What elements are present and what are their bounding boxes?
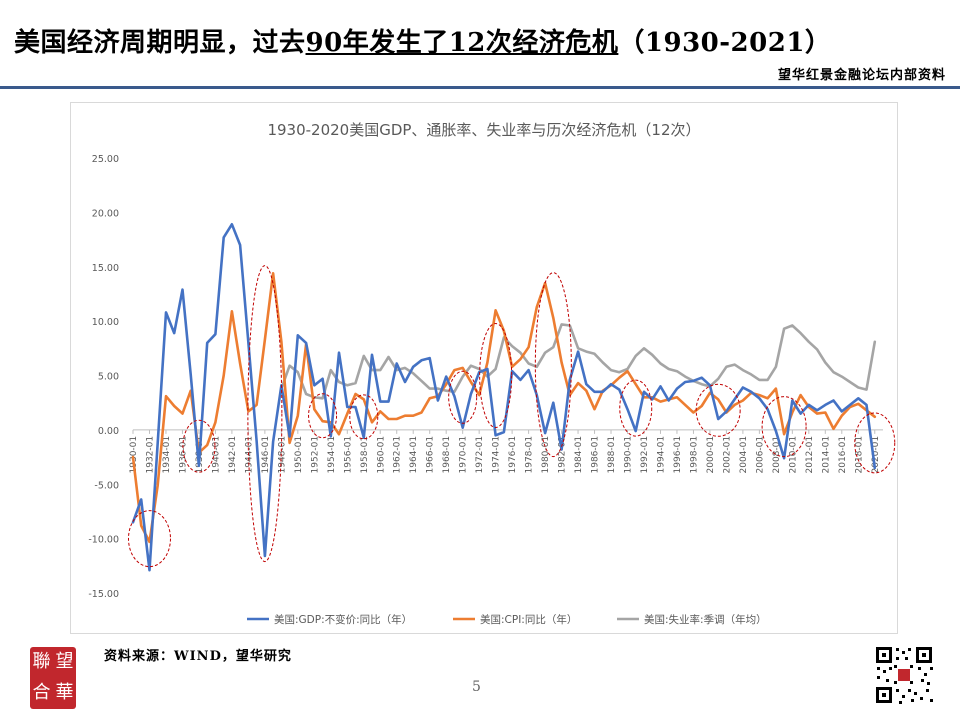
- crisis-highlight-ellipse: [127, 510, 171, 568]
- x-tick-label: 1990-01: [624, 436, 634, 474]
- y-tick-label: 5.00: [98, 372, 119, 383]
- x-tick-label: 1982-01: [558, 436, 568, 474]
- x-tick-label: 1946-01: [261, 436, 271, 474]
- x-tick-label: 2006-01: [755, 436, 765, 474]
- x-tick-label: 1958-01: [360, 436, 370, 474]
- x-tick-label: 1970-01: [459, 436, 469, 474]
- x-tick-label: 1960-01: [376, 436, 386, 474]
- crisis-highlight-ellipse: [349, 394, 379, 440]
- title-rule: [0, 86, 960, 89]
- logo-char: 華: [55, 682, 74, 703]
- x-tick-label: 1980-01: [541, 436, 551, 474]
- x-tick-label: 1968-01: [442, 436, 452, 474]
- x-tick-label: 1948-01: [277, 436, 287, 474]
- y-tick-label: -5.00: [94, 480, 119, 491]
- x-tick-label: 2010-01: [788, 436, 798, 474]
- page-number: 5: [472, 679, 481, 695]
- x-tick-label: 2008-01: [772, 436, 782, 474]
- x-tick-label: 1986-01: [591, 436, 601, 474]
- x-tick-label: 1994-01: [656, 436, 666, 474]
- x-tick-label: 1932-01: [145, 436, 155, 474]
- legend-label-unemployment: 美国:失业率:季调（年均）: [644, 613, 767, 626]
- x-tick-label: 1978-01: [525, 436, 535, 474]
- legend-label-cpi: 美国:CPI:同比（年）: [480, 613, 577, 626]
- x-tick-label: 1998-01: [689, 436, 699, 474]
- slide-title: 美国经济周期明显，过去90年发生了12次经济危机（1930-2021）: [14, 22, 831, 59]
- qr-code-icon: [874, 645, 934, 705]
- x-tick-label: 1940-01: [211, 436, 221, 474]
- y-tick-label: 25.00: [92, 154, 119, 165]
- x-tick-label: 1954-01: [327, 436, 337, 474]
- crisis-highlight-ellipse: [534, 272, 572, 458]
- x-tick-label: 2000-01: [706, 436, 716, 474]
- x-tick-label: 1984-01: [574, 436, 584, 474]
- x-tick-label: 2012-01: [805, 436, 815, 474]
- source-note: 资料来源：WIND，望华研究: [104, 649, 292, 664]
- x-tick-label: 1956-01: [343, 436, 353, 474]
- x-tick-label: 2016-01: [838, 436, 848, 474]
- x-tick-label: 1952-01: [310, 436, 320, 474]
- x-tick-label: 1992-01: [640, 436, 650, 474]
- x-tick-label: 2020-01: [871, 436, 881, 474]
- x-tick-label: 1996-01: [673, 436, 683, 474]
- series-line-cpi: [131, 272, 877, 544]
- x-tick-label: 1974-01: [492, 436, 502, 474]
- y-tick-label: -15.00: [88, 589, 119, 600]
- y-tick-label: 10.00: [92, 317, 119, 328]
- crisis-highlight-ellipse: [247, 265, 283, 563]
- x-tick-label: 1936-01: [178, 436, 188, 474]
- x-tick-label: 1930-01: [129, 436, 139, 474]
- x-tick-label: 1964-01: [409, 436, 419, 474]
- x-tick-label: 1966-01: [426, 436, 436, 474]
- x-tick-label: 2002-01: [722, 436, 732, 474]
- x-tick-label: 1976-01: [508, 436, 518, 474]
- x-tick-label: 1962-01: [393, 436, 403, 474]
- y-tick-label: 0.00: [98, 426, 119, 437]
- title-part-1: 美国经济周期明显，过去: [14, 28, 306, 58]
- logo-char: 合: [32, 682, 51, 703]
- series-line-unemployment: [280, 323, 877, 400]
- crisis-highlight-ellipse: [695, 383, 741, 437]
- crisis-highlight-ellipse: [854, 412, 896, 474]
- x-tick-label: 1950-01: [294, 436, 304, 474]
- x-tick-label: 1934-01: [162, 436, 172, 474]
- crisis-highlight-ellipse: [761, 396, 807, 458]
- x-tick-label: 2014-01: [821, 436, 831, 474]
- crisis-highlight-ellipse: [182, 419, 216, 473]
- y-tick-label: -10.00: [88, 535, 119, 546]
- logo-char: 望: [55, 651, 74, 672]
- x-tick-label: 1944-01: [244, 436, 254, 474]
- y-tick-label: 20.00: [92, 208, 119, 219]
- x-tick-label: 2018-01: [854, 436, 864, 474]
- legend-label-gdp: 美国:GDP:不变价:同比（年）: [274, 613, 412, 626]
- title-part-2: 90年发生了12次经济危机: [305, 28, 619, 58]
- chart-svg: 1930-2020美国GDP、通胀率、失业率与历次经济危机（12次） 25.00…: [88, 121, 896, 626]
- crisis-highlight-ellipse: [308, 393, 338, 439]
- crisis-highlight-ellipse: [619, 379, 653, 437]
- x-tick-label: 2004-01: [739, 436, 749, 474]
- x-tick-label: 1942-01: [228, 436, 238, 474]
- x-tick-label: 1972-01: [475, 436, 485, 474]
- x-tick-label: 1988-01: [607, 436, 617, 474]
- title-part-3: （1930-2021）: [618, 28, 832, 58]
- y-tick-label: 15.00: [92, 263, 119, 274]
- logo-seal: 聯 望 合 華: [30, 647, 76, 709]
- crisis-highlight-ellipse: [479, 323, 513, 428]
- chart-container: 1930-2020美国GDP、通胀率、失业率与历次经济危机（12次） 25.00…: [70, 102, 898, 634]
- chart-title: 1930-2020美国GDP、通胀率、失业率与历次经济危机（12次）: [267, 121, 700, 139]
- crisis-highlight-ellipse: [448, 370, 478, 424]
- series-line-gdp: [131, 223, 877, 572]
- logo-char: 聯: [32, 651, 51, 672]
- brand-tag: 望华红景金融论坛内部资料: [777, 68, 946, 83]
